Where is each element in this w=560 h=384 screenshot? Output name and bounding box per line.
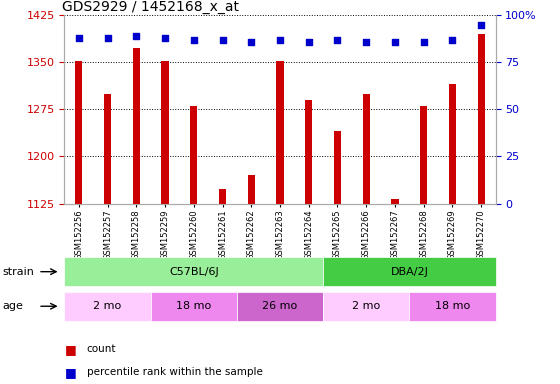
Bar bbox=[334, 131, 341, 204]
Bar bbox=[104, 94, 111, 204]
Text: GDS2929 / 1452168_x_at: GDS2929 / 1452168_x_at bbox=[62, 0, 239, 14]
Bar bbox=[219, 189, 226, 204]
Point bbox=[448, 37, 457, 43]
Text: strain: strain bbox=[3, 266, 35, 277]
Text: 18 mo: 18 mo bbox=[435, 301, 470, 311]
Text: 2 mo: 2 mo bbox=[352, 301, 380, 311]
Bar bbox=[75, 61, 82, 204]
Text: age: age bbox=[3, 301, 24, 311]
Text: DBA/2J: DBA/2J bbox=[390, 266, 428, 277]
Bar bbox=[478, 34, 485, 204]
Bar bbox=[248, 175, 255, 204]
Point bbox=[218, 37, 227, 43]
Bar bbox=[190, 106, 197, 204]
Text: count: count bbox=[87, 344, 116, 354]
Point bbox=[333, 37, 342, 43]
Bar bbox=[363, 94, 370, 204]
Point bbox=[304, 39, 313, 45]
Bar bbox=[420, 106, 427, 204]
Bar bbox=[64, 257, 323, 286]
Point bbox=[276, 37, 284, 43]
Bar bbox=[133, 48, 140, 204]
Bar bbox=[323, 292, 409, 321]
Bar bbox=[277, 61, 283, 204]
Bar bbox=[391, 199, 399, 204]
Point bbox=[390, 39, 399, 45]
Bar bbox=[323, 257, 496, 286]
Bar bbox=[305, 100, 312, 204]
Point bbox=[161, 35, 170, 41]
Point bbox=[247, 39, 256, 45]
Bar bbox=[151, 292, 237, 321]
Point bbox=[362, 39, 371, 45]
Bar bbox=[64, 292, 151, 321]
Bar bbox=[161, 61, 169, 204]
Point bbox=[477, 22, 486, 28]
Text: 2 mo: 2 mo bbox=[94, 301, 122, 311]
Point bbox=[132, 33, 141, 39]
Text: 26 mo: 26 mo bbox=[263, 301, 297, 311]
Bar bbox=[237, 292, 323, 321]
Text: 18 mo: 18 mo bbox=[176, 301, 211, 311]
Bar bbox=[449, 84, 456, 204]
Text: ■: ■ bbox=[64, 343, 76, 356]
Point bbox=[103, 35, 112, 41]
Point bbox=[74, 35, 83, 41]
Text: C57BL/6J: C57BL/6J bbox=[169, 266, 218, 277]
Point bbox=[189, 37, 198, 43]
Point bbox=[419, 39, 428, 45]
Text: percentile rank within the sample: percentile rank within the sample bbox=[87, 367, 263, 377]
Bar bbox=[409, 292, 496, 321]
Text: ■: ■ bbox=[64, 366, 76, 379]
